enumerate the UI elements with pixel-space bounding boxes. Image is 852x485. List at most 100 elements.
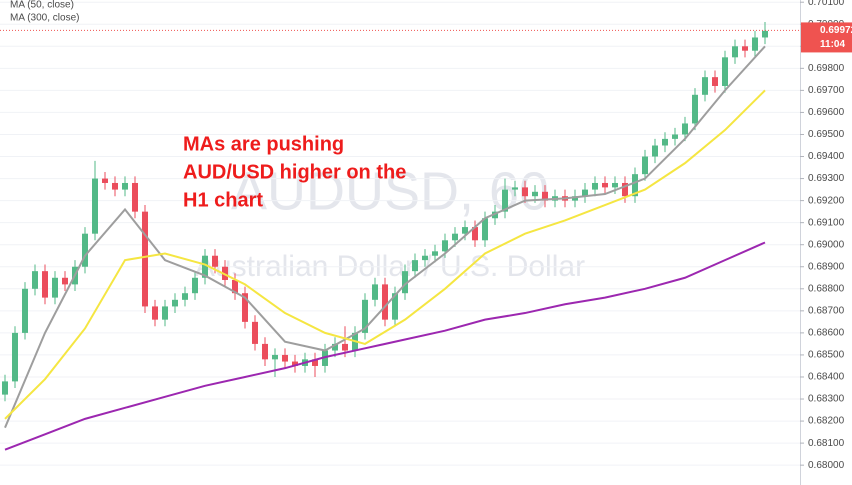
legend-entry: MA (300, close): [10, 13, 79, 24]
candle-body: [162, 306, 168, 320]
candle-body: [92, 178, 98, 234]
y-tick-label: 0.69800: [808, 63, 845, 74]
candle-body: [22, 288, 28, 333]
candle-body: [472, 227, 478, 241]
candle-body: [232, 279, 238, 294]
candle-body: [712, 77, 718, 86]
legend-entry: MA (50, close): [10, 0, 74, 11]
countdown-label: 11:04: [820, 39, 845, 50]
candle-body: [192, 277, 198, 294]
candle-body: [542, 191, 548, 201]
candle-body: [392, 293, 398, 320]
candle-body: [402, 271, 408, 294]
y-tick-label: 0.70100: [808, 0, 845, 8]
candle-body: [252, 321, 258, 344]
candle-body: [672, 134, 678, 139]
last-price-box: [801, 22, 852, 53]
candle-body: [442, 240, 448, 252]
annotation: H1 chart: [183, 189, 263, 211]
candle-body: [602, 182, 608, 188]
candle-body: [332, 343, 338, 351]
candle-body: [752, 37, 758, 51]
candle-body: [362, 299, 368, 333]
candle-body: [122, 182, 128, 190]
candle-body: [412, 260, 418, 272]
candle-body: [82, 233, 88, 267]
candle-body: [172, 299, 178, 307]
candle-body: [652, 145, 658, 157]
y-tick-label: 0.69200: [808, 195, 845, 206]
candle-body: [152, 306, 158, 320]
y-tick-label: 0.69700: [808, 85, 845, 96]
last-price-label: 0.69972: [820, 25, 852, 36]
candle-body: [622, 182, 628, 197]
candle-body: [132, 182, 138, 212]
candle-body: [322, 350, 328, 366]
candle-body: [312, 359, 318, 366]
annotation: AUD/USD higher on the: [183, 161, 406, 183]
candle-body: [282, 354, 288, 362]
candle-body: [732, 46, 738, 58]
y-tick-label: 0.69400: [808, 151, 845, 162]
moving-average-line: [4, 45, 766, 429]
y-tick-label: 0.68400: [808, 372, 845, 383]
candle-body: [642, 156, 648, 175]
candle-body: [12, 332, 18, 382]
annotation: MAs are pushing: [183, 133, 344, 155]
y-tick-label: 0.68800: [808, 283, 845, 294]
candle-body: [32, 271, 38, 289]
candle-body: [512, 187, 518, 190]
candle-body: [292, 361, 298, 366]
moving-average-line: [4, 89, 766, 420]
candle-body: [502, 189, 508, 212]
candle-body: [112, 182, 118, 190]
candle-body: [692, 94, 698, 124]
y-tick-label: 0.68900: [808, 261, 845, 272]
candle-body: [662, 138, 668, 146]
candle-body: [212, 255, 218, 267]
watermark-symbol: AUDUSD, 60: [231, 161, 549, 221]
candle-body: [762, 30, 768, 38]
y-tick-label: 0.68000: [808, 460, 845, 471]
y-tick-label: 0.68200: [808, 416, 845, 427]
candle-body: [342, 343, 348, 351]
candle-body: [582, 189, 588, 197]
candle-body: [452, 233, 458, 241]
candle-body: [702, 77, 708, 95]
candle-body: [262, 343, 268, 360]
candle-body: [382, 284, 388, 320]
candle-body: [272, 354, 278, 360]
moving-average-line: [4, 241, 766, 451]
candle-body: [722, 57, 728, 86]
y-tick-label: 0.68100: [808, 438, 845, 449]
candle-body: [632, 174, 638, 197]
y-tick-label: 0.69100: [808, 217, 845, 228]
candle-body: [52, 277, 58, 298]
candle-body: [572, 196, 578, 201]
candle-body: [682, 123, 688, 135]
candle-body: [242, 293, 248, 322]
y-tick-label: 0.69000: [808, 239, 845, 250]
y-tick-label: 0.68600: [808, 328, 845, 339]
y-tick-label: 0.69600: [808, 107, 845, 118]
candle-body: [522, 187, 528, 197]
y-tick-label: 0.68700: [808, 305, 845, 316]
candle-body: [102, 178, 108, 183]
candle-body: [422, 255, 428, 261]
candle-body: [142, 211, 148, 307]
candle-body: [432, 251, 438, 256]
candle-body: [532, 191, 538, 197]
candle-body: [462, 227, 468, 234]
y-tick-label: 0.69300: [808, 173, 845, 184]
candle-body: [2, 381, 8, 395]
y-tick-label: 0.68500: [808, 350, 845, 361]
candle-body: [202, 255, 208, 278]
candle-body: [612, 182, 618, 188]
candle-body: [182, 293, 188, 300]
candle-body: [592, 182, 598, 190]
y-tick-label: 0.69500: [808, 129, 845, 140]
candle-body: [62, 277, 68, 285]
candle-body: [42, 271, 48, 298]
candle-body: [482, 218, 488, 241]
